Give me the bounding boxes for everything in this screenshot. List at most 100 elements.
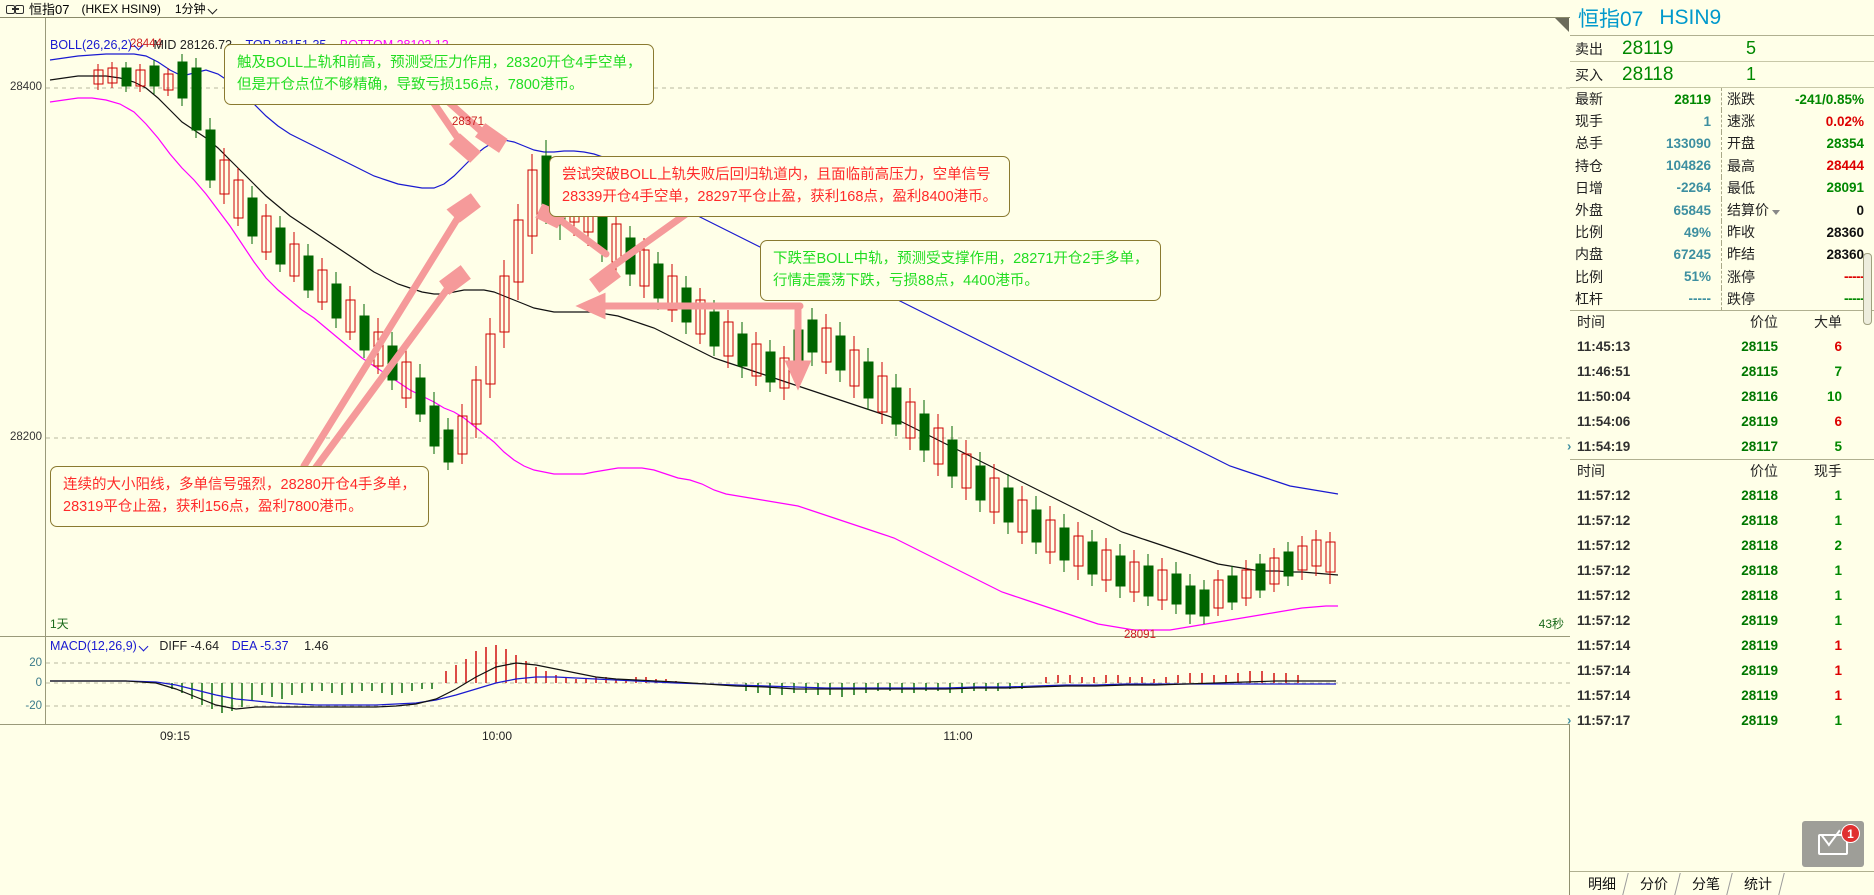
tick-row[interactable]: 11:50:04 28116 10 (1570, 384, 1874, 409)
quote-stat-key: 日增 (1575, 179, 1603, 196)
chevron-down-icon[interactable] (1772, 210, 1780, 216)
macd-tick-neg20: -20 (25, 700, 42, 712)
tick-row[interactable]: 11:57:12 28118 1 (1570, 483, 1874, 508)
tick-qty: 1 (1834, 612, 1842, 628)
tick-price: 28115 (1741, 363, 1778, 379)
tick-qty: 1 (1834, 512, 1842, 528)
big-orders-rows: 11:45:13 28115 6 11:46:51 28115 7 11:50:04 2811… (1567, 334, 1874, 459)
boll-indicator-name[interactable]: BOLL(26,26,2) (50, 38, 132, 52)
tick-time-text: 11:57:14 (1577, 662, 1631, 678)
link-icon[interactable] (6, 4, 24, 14)
macd-legend[interactable]: MACD(12,26,9) DIFF -4.64 DEA -5.37 1.46 (50, 639, 328, 653)
tick-time: 11:57:12 (1570, 613, 1670, 628)
tick-row[interactable]: 11:57:12 28119 1 (1570, 608, 1874, 633)
macd-chart-svg (46, 645, 1570, 713)
quote-stat-key: 最低 (1727, 179, 1755, 196)
quote-stat-key[interactable]: 结算价 (1722, 200, 1794, 220)
chevron-down-icon[interactable] (135, 41, 144, 50)
instrument-code: (HKEX HSIN9) (81, 1, 161, 16)
period-label: 1分钟 (174, 2, 206, 16)
quote-tab-明细[interactable]: 明细 (1571, 873, 1629, 895)
tick-qty: 1 (1834, 587, 1842, 603)
quote-scrollbar-thumb[interactable] (1863, 252, 1872, 325)
tick-time-text: 11:46:51 (1577, 363, 1631, 379)
tick-time-text: 11:57:12 (1577, 537, 1631, 553)
trade-ticks-table[interactable]: 时间 价位 现手 11:57:12 28118 1 11:57:12 28118 1 11:… (1567, 460, 1874, 733)
tick-row[interactable]: › 11:57:17 28119 1 (1567, 708, 1874, 733)
quote-stat-key: 杠杆 (1575, 290, 1603, 307)
macd-plot-area[interactable] (46, 637, 1570, 725)
tick-time-text: 11:57:14 (1577, 637, 1631, 653)
tick-price: 28118 (1741, 487, 1778, 503)
period-selector[interactable]: 1分钟 (175, 0, 218, 17)
annotation-1-line2: 但是开仓点位不够精确，导致亏损156点，7800港币。 (237, 77, 584, 94)
notification-toast[interactable]: 1 (1802, 821, 1864, 867)
quote-tab-统计[interactable]: 统计 (1727, 873, 1785, 895)
tick-row[interactable]: 11:57:14 28119 1 (1570, 658, 1874, 683)
tick-price: 28119 (1741, 662, 1778, 678)
bid-volume: 1 (1746, 64, 1757, 84)
tick-row[interactable]: 11:45:13 28115 6 (1570, 334, 1874, 359)
tick-time-text: 11:54:06 (1577, 413, 1631, 429)
quote-panel: 恒指07 HSIN9 卖出 28119 5 买入 28118 1 最新 28119… (1567, 0, 1874, 895)
tick-time: › 11:57:17 (1567, 712, 1670, 728)
macd-indicator-name[interactable]: MACD(12,26,9) (50, 639, 137, 653)
price-plot-area[interactable] (46, 18, 1570, 636)
quote-stat-row: 杠杆 ----- 跌停 ----- (1570, 287, 1874, 310)
quote-stat-key: 内盘 (1575, 246, 1603, 263)
tick-row[interactable]: 11:54:06 28119 6 (1570, 409, 1874, 434)
quote-stat-value: 133090 (1665, 135, 1711, 151)
macd-pane[interactable]: 20 0 -20 MACD(12,26,9) DIFF -4.64 DEA -5… (0, 636, 1570, 725)
bid-row[interactable]: 买入 28118 1 (1570, 62, 1874, 88)
quote-tab-分笔[interactable]: 分笔 (1675, 873, 1733, 895)
tick-row[interactable]: 11:57:12 28118 1 (1570, 558, 1874, 583)
quote-tab-分价[interactable]: 分价 (1623, 873, 1681, 895)
quote-stat-value: 28119 (1674, 91, 1711, 107)
tick-time: 11:57:12 (1570, 563, 1670, 578)
tick-time: 11:57:14 (1570, 663, 1670, 678)
macd-diff-value: -4.64 (190, 639, 220, 653)
annotation-2-line1: 尝试突破BOLL上轨失败后回归轨道内，且面临前高压力，空单信号 (562, 167, 991, 183)
quote-stat-cell: 比例 51% (1570, 265, 1722, 288)
tick-time: 11:57:12 (1570, 538, 1670, 553)
tick-row[interactable]: 11:57:14 28119 1 (1570, 633, 1874, 658)
quote-stat-cell: 外盘 65845 (1570, 198, 1722, 222)
tick-time: 11:57:12 (1570, 513, 1670, 528)
big-orders-table[interactable]: 时间 价位 大单 11:45:13 28115 6 11:46:51 28115 7 11:… (1567, 252, 1874, 460)
big-orders-col-qty: 大单 (1814, 314, 1842, 331)
tick-price: 28119 (1741, 612, 1778, 628)
tick-time-text: 11:57:12 (1577, 562, 1631, 578)
tick-row[interactable]: › 11:54:19 28117 5 (1567, 434, 1874, 459)
notification-count-badge: 1 (1841, 824, 1860, 843)
tick-row[interactable]: 11:57:12 28118 2 (1570, 533, 1874, 558)
quote-stat-cell: 现手 1 (1570, 110, 1722, 133)
annotation-callout-2[interactable]: 尝试突破BOLL上轨失败后回归轨道内，且面临前高压力，空单信号 28339开仓4… (549, 156, 1011, 217)
quote-stat-row: 比例 51% 涨停 ----- (1570, 265, 1874, 288)
annotation-callout-3[interactable]: 下跌至BOLL中轨，预测受支撑作用，28271开仓2手多单， 行情走震荡下跌，亏… (760, 240, 1162, 301)
chevron-down-icon[interactable] (140, 642, 149, 651)
tick-time: 11:57:12 (1570, 588, 1670, 603)
tick-qty: 10 (1826, 388, 1842, 404)
quote-stat-key: 总手 (1575, 135, 1603, 152)
tick-price: 28115 (1741, 338, 1778, 354)
quote-stat-key: 昨结 (1727, 246, 1755, 263)
ticks-col-time: 时间 (1577, 463, 1605, 480)
tick-row[interactable]: 11:57:12 28118 1 (1570, 508, 1874, 533)
ask-row[interactable]: 卖出 28119 5 (1570, 36, 1874, 62)
tick-row[interactable]: 11:46:51 28115 7 (1570, 359, 1874, 384)
tick-time-text: 11:57:17 (1577, 712, 1631, 728)
tick-price: 28116 (1741, 388, 1778, 404)
price-pane[interactable]: 28400 28200 (0, 18, 1570, 641)
annotation-callout-4[interactable]: 连续的大小阳线，多单信号强烈，28280开仓4手多单， 28319平仓止盈，获利… (50, 466, 429, 527)
quote-stat-cell: 比例 49% (1570, 221, 1722, 244)
tick-row[interactable]: 11:57:12 28118 1 (1570, 583, 1874, 608)
quote-stat-cell: 跌停 ----- (1722, 288, 1874, 310)
annotation-callout-1[interactable]: 触及BOLL上轨和前高，预测受压力作用，28320开仓4手空单， 但是开仓点位不… (224, 44, 655, 105)
bar-countdown: 43秒 (1538, 617, 1564, 631)
quote-tabs[interactable]: 明细 分价 分笔 统计 (1570, 871, 1874, 895)
annotation-4-line1: 连续的大小阳线，多单信号强烈，28280开仓4手多单， (63, 477, 416, 493)
tick-row[interactable]: 11:57:14 28119 1 (1570, 683, 1874, 708)
chevron-down-icon[interactable] (209, 5, 218, 14)
tick-qty: 1 (1834, 662, 1842, 678)
chart-column: 恒指07 (HKEX HSIN9) 1分钟 28400 28200 (0, 0, 1570, 895)
